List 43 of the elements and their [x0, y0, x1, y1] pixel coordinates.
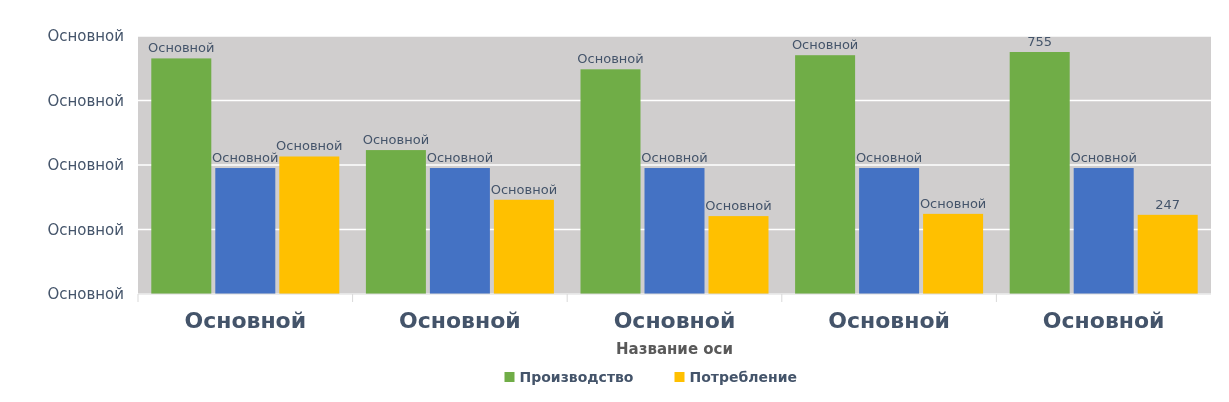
bar [1009, 52, 1070, 294]
bar [215, 168, 276, 294]
data-label: Основной [855, 150, 923, 166]
x-tick-label: Основной [1042, 308, 1165, 333]
data-label: Основной [577, 51, 644, 67]
x-tick-label: Основной [828, 308, 950, 333]
x-tick-label: Основной [613, 308, 736, 333]
legend-label: Производство [519, 369, 634, 385]
text: Основной [47, 27, 124, 46]
bar [708, 216, 769, 294]
legend-label: Потребление [689, 369, 797, 385]
text: Основной [47, 156, 124, 175]
data-label: Основной [1070, 150, 1137, 166]
data-label: Основной [791, 37, 859, 53]
bar [859, 168, 920, 294]
data-label: Основной [426, 150, 494, 166]
bar [429, 168, 490, 294]
bar [795, 55, 856, 294]
text: Основной [47, 220, 124, 239]
bar [1137, 214, 1198, 294]
bar [923, 213, 984, 294]
data-label: Основной [362, 132, 430, 148]
data-label: Основной [148, 40, 215, 56]
x-tick-label: Основной [184, 308, 307, 333]
text: Основной [47, 91, 124, 110]
text: Основной [47, 285, 124, 304]
data-label: Основной [276, 138, 343, 154]
bar [644, 168, 705, 294]
bar [151, 58, 212, 294]
x-axis-title: Название оси [616, 340, 733, 358]
data-label: Основной [212, 150, 279, 166]
bar [365, 150, 426, 294]
bar [1073, 168, 1134, 294]
data-label: Основной [705, 198, 772, 214]
data-label: 247 [1155, 196, 1181, 212]
data-label: Основной [919, 195, 987, 211]
data-label: Основной [490, 181, 558, 197]
data-label: 755 [1027, 34, 1053, 49]
bar [279, 156, 340, 294]
bar [493, 199, 554, 294]
bar [580, 69, 641, 294]
x-tick-label: Основной [399, 308, 521, 333]
data-label: Основной [641, 150, 708, 166]
